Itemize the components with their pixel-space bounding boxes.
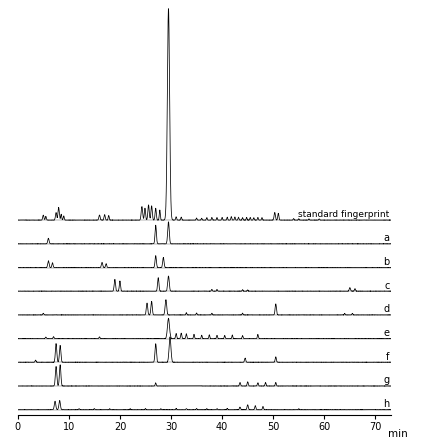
Text: d: d [384,304,390,314]
Text: c: c [385,281,390,290]
Text: g: g [384,376,390,385]
Text: e: e [384,328,390,338]
Text: h: h [384,399,390,409]
Text: b: b [384,257,390,267]
Text: f: f [386,351,390,362]
Text: standard fingerprint: standard fingerprint [298,211,390,219]
Text: a: a [384,233,390,243]
X-axis label: min: min [388,429,408,439]
